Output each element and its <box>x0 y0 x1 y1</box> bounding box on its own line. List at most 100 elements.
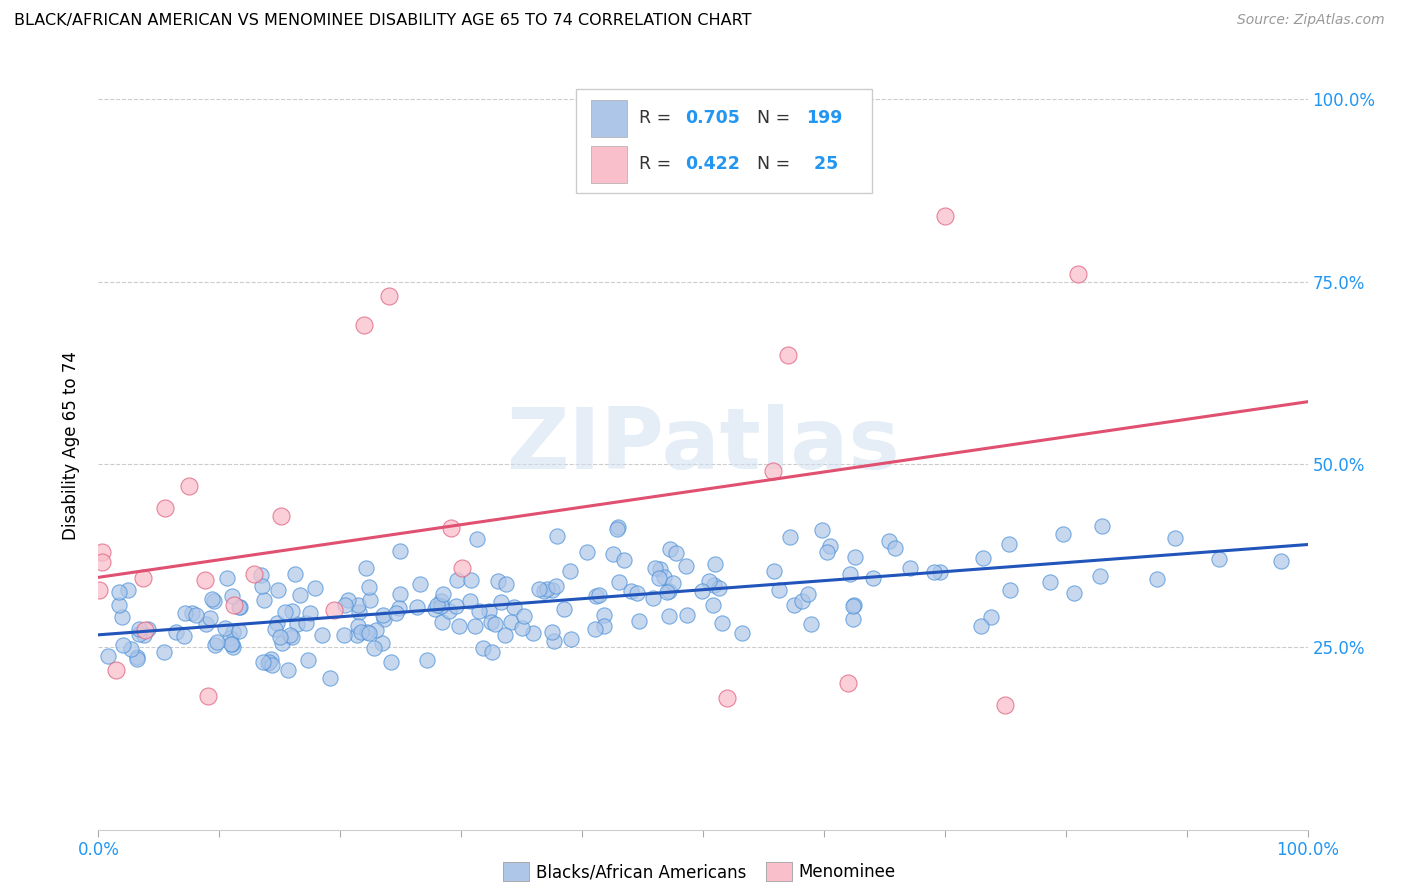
Point <box>716 691 738 706</box>
Text: BLACK/AFRICAN AMERICAN VS MENOMINEE DISABILITY AGE 65 TO 74 CORRELATION CHART: BLACK/AFRICAN AMERICAN VS MENOMINEE DISA… <box>14 13 752 29</box>
Point <box>184 608 207 623</box>
Point <box>250 567 273 582</box>
Point <box>486 574 509 589</box>
Point <box>837 676 859 690</box>
Point <box>842 599 865 613</box>
Point <box>215 571 238 585</box>
Point <box>346 598 368 612</box>
Point <box>218 632 240 646</box>
Point <box>839 567 862 582</box>
Point <box>479 615 502 629</box>
Point <box>405 599 427 614</box>
Point <box>409 577 432 591</box>
Point <box>194 573 217 587</box>
Point <box>222 624 245 639</box>
Point <box>606 522 628 536</box>
Text: Menominee: Menominee <box>799 863 896 881</box>
Point <box>201 592 224 607</box>
Point <box>112 638 135 652</box>
Point <box>703 557 725 571</box>
Point <box>364 623 387 637</box>
Point <box>815 545 838 559</box>
Point <box>934 209 956 223</box>
Point <box>337 592 360 607</box>
Point <box>228 600 250 615</box>
Point <box>363 640 385 655</box>
Point <box>267 583 290 598</box>
Point <box>91 545 114 559</box>
Point <box>495 577 517 591</box>
Point <box>607 575 630 590</box>
Point <box>128 627 150 641</box>
Point <box>377 289 399 303</box>
Point <box>385 606 408 620</box>
Point <box>221 637 243 651</box>
Point <box>111 610 134 624</box>
Point <box>792 594 814 608</box>
Point <box>676 607 699 622</box>
Point <box>347 619 370 633</box>
Point <box>284 566 307 581</box>
Point <box>322 602 344 616</box>
Point <box>536 582 558 597</box>
Point <box>179 479 201 493</box>
FancyBboxPatch shape <box>591 146 627 183</box>
Point <box>862 571 884 585</box>
Point <box>277 663 299 677</box>
Point <box>108 584 131 599</box>
Point <box>929 565 952 579</box>
Point <box>776 348 799 362</box>
Point <box>1088 569 1111 583</box>
Point <box>513 609 536 624</box>
Point <box>491 595 513 609</box>
Point <box>465 533 488 547</box>
Text: ZIPatlas: ZIPatlas <box>506 404 900 488</box>
Point <box>652 570 675 584</box>
Point <box>613 553 636 567</box>
Point <box>200 610 222 624</box>
Point <box>202 593 225 607</box>
Point <box>121 642 143 657</box>
Point <box>1270 554 1292 568</box>
Point <box>371 608 394 623</box>
Point <box>430 599 453 614</box>
Point <box>194 616 217 631</box>
Point <box>818 539 841 553</box>
Point <box>641 591 664 606</box>
Point <box>134 628 156 642</box>
Point <box>464 619 486 633</box>
Point <box>280 630 302 644</box>
Point <box>97 648 120 663</box>
Text: Blacks/African Americans: Blacks/African Americans <box>536 863 747 881</box>
Point <box>304 581 326 595</box>
Point <box>697 574 720 588</box>
Point <box>432 587 454 601</box>
Point <box>165 624 187 639</box>
Point <box>450 560 472 574</box>
Point <box>546 529 568 543</box>
Point <box>484 616 506 631</box>
Point <box>262 658 284 673</box>
Point <box>607 520 630 534</box>
Point <box>527 582 550 596</box>
Point <box>602 547 624 561</box>
Point <box>356 624 378 639</box>
Point <box>269 630 291 644</box>
Point <box>972 551 994 566</box>
Point <box>347 606 370 620</box>
Text: 0.422: 0.422 <box>685 155 740 173</box>
Point <box>117 583 139 598</box>
Text: 0.705: 0.705 <box>685 110 740 128</box>
Point <box>359 580 381 594</box>
Point <box>1039 574 1062 589</box>
Point <box>620 583 643 598</box>
Point <box>319 671 342 685</box>
Point <box>173 629 195 643</box>
Point <box>522 626 544 640</box>
Point <box>710 615 733 630</box>
Point <box>796 587 818 601</box>
Y-axis label: Disability Age 65 to 74: Disability Age 65 to 74 <box>62 351 80 541</box>
Point <box>447 618 470 632</box>
Point <box>297 653 319 667</box>
Point <box>994 698 1017 713</box>
